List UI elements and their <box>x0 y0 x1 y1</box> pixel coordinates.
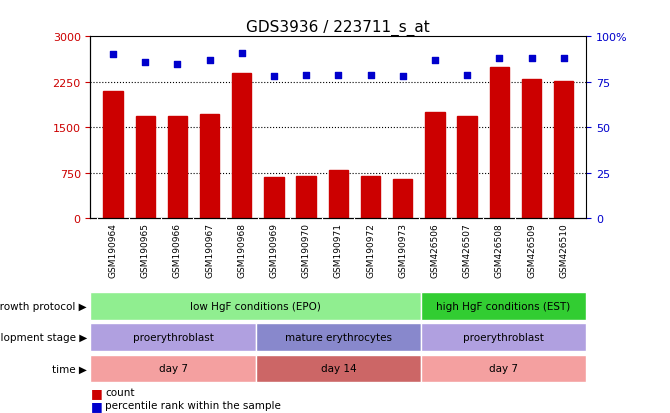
Text: time ▶: time ▶ <box>52 363 87 374</box>
Point <box>558 56 569 62</box>
Point <box>333 72 344 78</box>
Text: GSM190970: GSM190970 <box>302 223 311 278</box>
Text: growth protocol ▶: growth protocol ▶ <box>0 301 87 312</box>
Point <box>140 59 151 66</box>
Text: GSM426509: GSM426509 <box>527 223 536 277</box>
Bar <box>458 117 477 219</box>
Bar <box>90 324 256 351</box>
Bar <box>90 355 256 382</box>
Text: low HgF conditions (EPO): low HgF conditions (EPO) <box>190 301 321 312</box>
Bar <box>103 92 123 219</box>
Bar <box>90 293 421 320</box>
Title: GDS3936 / 223711_s_at: GDS3936 / 223711_s_at <box>247 20 430 36</box>
Text: ■: ■ <box>90 386 103 399</box>
Text: proerythroblast: proerythroblast <box>463 332 544 343</box>
Bar <box>393 180 413 219</box>
Point <box>429 57 440 64</box>
Text: GSM190967: GSM190967 <box>205 223 214 278</box>
Point <box>237 50 247 57</box>
Text: ■: ■ <box>90 399 103 412</box>
Point <box>365 72 376 78</box>
Bar <box>256 324 421 351</box>
Bar <box>168 117 187 219</box>
Point <box>108 52 119 59</box>
Text: GSM426508: GSM426508 <box>495 223 504 277</box>
Bar <box>421 324 586 351</box>
Bar <box>425 113 445 219</box>
Text: development stage ▶: development stage ▶ <box>0 332 87 343</box>
Bar <box>421 293 586 320</box>
Bar <box>522 80 541 219</box>
Point <box>526 56 537 62</box>
Text: GSM426506: GSM426506 <box>430 223 440 277</box>
Text: GSM190969: GSM190969 <box>269 223 279 278</box>
Text: GSM190965: GSM190965 <box>141 223 149 278</box>
Text: GSM426507: GSM426507 <box>462 223 472 277</box>
Point <box>462 72 472 78</box>
Text: GSM190971: GSM190971 <box>334 223 343 278</box>
Point <box>172 61 183 68</box>
Point <box>301 72 312 78</box>
Text: day 7: day 7 <box>159 363 188 374</box>
Bar <box>297 176 316 219</box>
Text: GSM426510: GSM426510 <box>559 223 568 277</box>
Text: GSM190968: GSM190968 <box>237 223 247 278</box>
Bar <box>329 171 348 219</box>
Point <box>269 74 279 81</box>
Text: GSM190966: GSM190966 <box>173 223 182 278</box>
Text: GSM190972: GSM190972 <box>366 223 375 277</box>
Bar <box>135 117 155 219</box>
Text: high HgF conditions (EST): high HgF conditions (EST) <box>436 301 571 312</box>
Text: proerythroblast: proerythroblast <box>133 332 214 343</box>
Text: day 14: day 14 <box>320 363 356 374</box>
Bar <box>361 176 380 219</box>
Bar <box>232 74 251 219</box>
Text: percentile rank within the sample: percentile rank within the sample <box>105 400 281 410</box>
Point <box>397 74 408 81</box>
Point <box>204 57 215 64</box>
Point <box>494 56 505 62</box>
Bar <box>421 355 586 382</box>
Text: day 7: day 7 <box>489 363 518 374</box>
Text: count: count <box>105 387 135 397</box>
Bar <box>200 115 219 219</box>
Text: mature erythrocytes: mature erythrocytes <box>285 332 392 343</box>
Text: GSM190964: GSM190964 <box>109 223 117 277</box>
Text: GSM190973: GSM190973 <box>398 223 407 278</box>
Bar <box>554 81 574 219</box>
Bar <box>490 67 509 219</box>
Bar <box>264 178 283 219</box>
Bar <box>256 355 421 382</box>
